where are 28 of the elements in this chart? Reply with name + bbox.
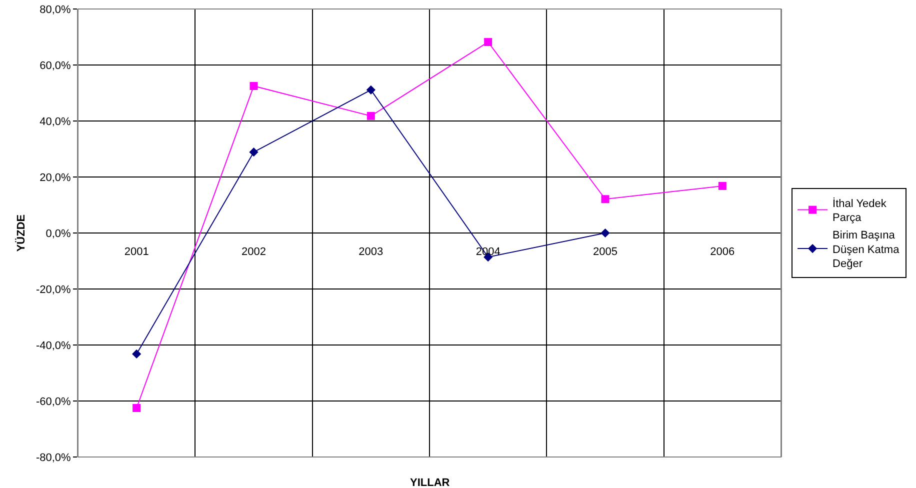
point bbox=[718, 182, 726, 190]
point bbox=[132, 349, 142, 359]
x-tick-label: 2006 bbox=[710, 246, 735, 258]
point bbox=[366, 112, 375, 120]
y-tick-label: 80,0% bbox=[40, 4, 72, 16]
y-tick-label: -60,0% bbox=[36, 396, 72, 408]
point bbox=[132, 404, 141, 412]
y-tick-label: 20,0% bbox=[40, 172, 72, 184]
point bbox=[601, 195, 610, 204]
y-tick-label: -20,0% bbox=[36, 284, 72, 296]
y-tick-label: -40,0% bbox=[36, 340, 72, 352]
y-tick-label: 60,0% bbox=[40, 60, 72, 72]
legend-label: İthal Yedek Parça bbox=[832, 196, 887, 224]
x-tick-label: 2003 bbox=[358, 246, 384, 258]
y-axis-title: YÜZDE bbox=[14, 214, 28, 252]
x-tick-label: 2002 bbox=[242, 246, 266, 258]
y-tick-label: 0,0% bbox=[46, 228, 72, 240]
x-tick-label: 2001 bbox=[124, 246, 149, 258]
y-tick-label: 40,0% bbox=[40, 116, 72, 128]
point bbox=[366, 85, 376, 94]
point bbox=[249, 148, 258, 157]
x-tick-label: 2005 bbox=[593, 246, 618, 258]
y-tick-label: -80,0% bbox=[36, 452, 72, 464]
x-axis-title: YILLAR bbox=[410, 477, 450, 488]
point bbox=[250, 82, 258, 90]
point bbox=[600, 228, 610, 238]
legend-label: Birim Başına Düşen Katma Değer bbox=[832, 230, 900, 270]
point bbox=[484, 38, 492, 46]
